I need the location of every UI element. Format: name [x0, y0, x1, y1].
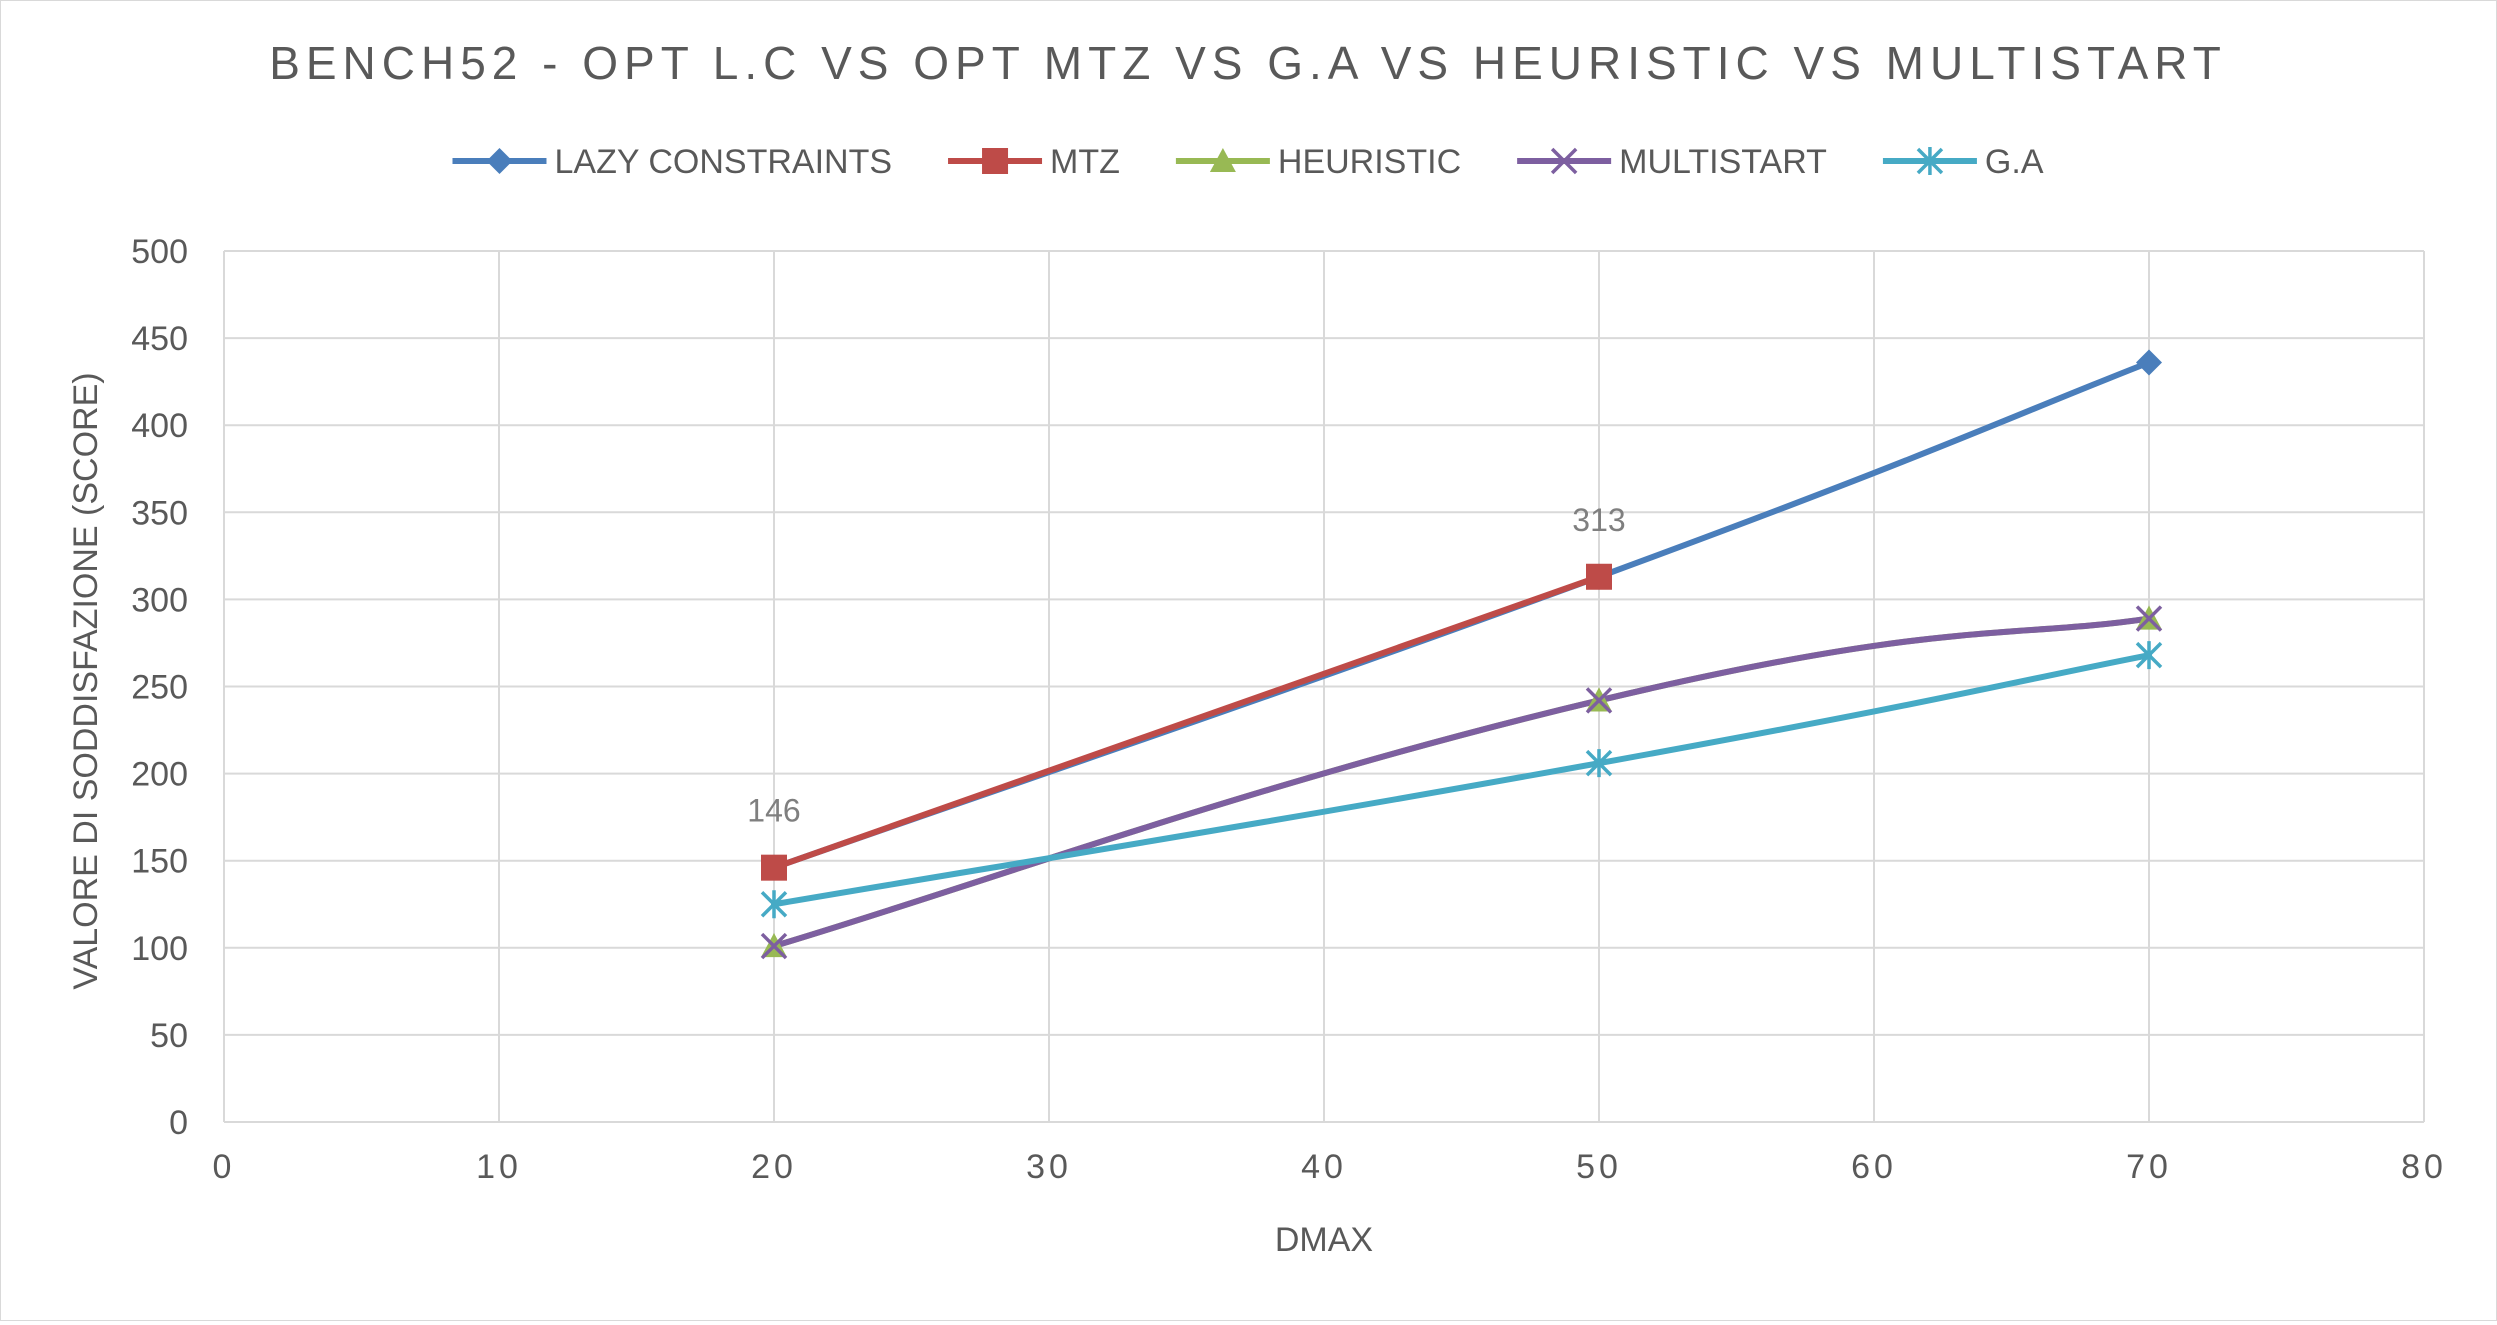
- series-lines: [771, 359, 2152, 950]
- legend-label: MULTISTART: [1619, 143, 1827, 181]
- gridlines: [223, 250, 2425, 1123]
- x-tick-label: 80: [2401, 1148, 2447, 1186]
- x-axis-label: DMAX: [1275, 1221, 1373, 1259]
- series-line-heuristic: [771, 615, 2152, 950]
- chart-title: BENCH52 - OPT L.C VS OPT MTZ VS G.A VS H…: [269, 37, 2227, 89]
- legend-label: LAZY CONSTRAINTS: [554, 143, 892, 181]
- point-multistart: [1585, 687, 1613, 714]
- legend-label: G.A: [1985, 143, 2044, 181]
- x-tick-label: 20: [751, 1148, 797, 1186]
- point-multistart: [760, 932, 788, 960]
- legend-marker: [1209, 148, 1236, 173]
- legend-item-heuristic: HEURISTIC: [1175, 143, 1461, 181]
- legend-marker: [1916, 147, 1944, 175]
- y-tick-label: 200: [131, 756, 188, 794]
- data-label: 313: [1572, 502, 1625, 538]
- y-tick-label: 0: [169, 1104, 188, 1142]
- legend-label: HEURISTIC: [1278, 143, 1461, 181]
- series-line-g-a: [771, 652, 2152, 908]
- y-tick-label: 100: [131, 930, 188, 968]
- x-tick-label: 40: [1301, 1148, 1347, 1186]
- legend-marker: [1550, 147, 1578, 175]
- y-tick-label: 500: [131, 233, 188, 271]
- y-tick-label: 300: [131, 581, 188, 619]
- x-tick-label: 70: [2126, 1148, 2172, 1186]
- point-mtz: [1586, 563, 1612, 590]
- legend-item-g-a: G.A: [1882, 143, 2044, 181]
- x-tick-label: 50: [1576, 1148, 1622, 1186]
- point-g-a: [760, 890, 788, 919]
- y-tick-label: 450: [131, 320, 188, 358]
- x-axis-ticks: 0 10 20 30 40 50 60 70 80: [213, 1148, 2447, 1186]
- legend-item-multistart: MULTISTART: [1517, 143, 1827, 181]
- data-label: 146: [747, 793, 800, 829]
- y-tick-label: 250: [131, 669, 188, 707]
- point-multistart: [2135, 605, 2163, 632]
- legend-item-mtz: MTZ: [948, 143, 1120, 181]
- y-tick-label: 400: [131, 407, 188, 445]
- point-g-a: [1585, 749, 1613, 778]
- y-tick-label: 150: [131, 843, 188, 881]
- point-mtz: [761, 854, 787, 881]
- point-g-a: [2135, 641, 2163, 670]
- y-tick-label: 50: [150, 1017, 188, 1055]
- series-line-multistart: [771, 615, 2152, 950]
- data-labels: 146 313: [747, 502, 1625, 829]
- legend: LAZY CONSTRAINTS MTZ HEURISTIC MULTISTART G.…: [452, 143, 2044, 181]
- series-line-mtz: [771, 573, 1602, 871]
- legend-marker: [486, 148, 513, 174]
- x-tick-label: 60: [1851, 1148, 1897, 1186]
- x-tick-label: 0: [213, 1148, 236, 1186]
- series-markers: [760, 349, 2163, 960]
- x-tick-label: 10: [476, 1148, 522, 1186]
- legend-label: MTZ: [1050, 143, 1120, 181]
- legend-item-lazy-constraints: LAZY CONSTRAINTS: [452, 143, 892, 181]
- x-tick-label: 30: [1026, 1148, 1072, 1186]
- y-tick-label: 350: [131, 494, 188, 532]
- y-axis-label: VALORE DI SODDISFAZIONE (SCORE): [67, 372, 105, 989]
- y-axis-ticks: 0 50 100 150 200 250 300 350 400 450 500: [131, 233, 188, 1142]
- point-lazy-constraints: [2136, 349, 2162, 376]
- legend-marker: [982, 148, 1009, 174]
